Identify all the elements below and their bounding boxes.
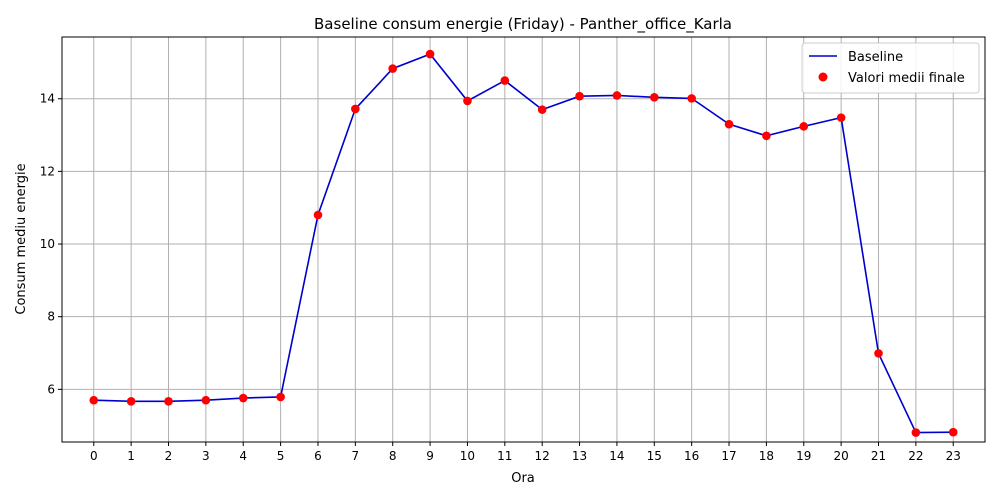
scatter-point bbox=[126, 397, 136, 406]
x-tick-label: 14 bbox=[609, 449, 624, 463]
scatter-point bbox=[500, 76, 510, 85]
legend-dot-swatch bbox=[818, 72, 828, 82]
x-tick-label: 22 bbox=[908, 449, 923, 463]
scatter-point bbox=[575, 91, 584, 101]
grid bbox=[62, 37, 985, 442]
x-tick-label: 4 bbox=[239, 449, 247, 463]
x-tick-label: 23 bbox=[946, 449, 961, 463]
y-tick-label: 6 bbox=[47, 382, 55, 396]
legend-label-scatter: Valori medii finale bbox=[848, 71, 965, 86]
scatter-point bbox=[164, 397, 173, 406]
x-tick-label: 16 bbox=[684, 449, 699, 463]
x-tick-label: 3 bbox=[202, 449, 210, 463]
legend-frame bbox=[801, 42, 980, 94]
scatter-point bbox=[463, 96, 472, 106]
legend: Baseline Valori medii finale bbox=[801, 42, 980, 94]
x-tick-label: 10 bbox=[460, 449, 475, 463]
scatter-point bbox=[201, 395, 211, 405]
legend-label-baseline: Baseline bbox=[848, 50, 903, 65]
scatter-point bbox=[537, 105, 547, 114]
scatter-point bbox=[89, 395, 99, 405]
chart-title: Baseline consum energie (Friday) - Panth… bbox=[314, 15, 732, 34]
plot-frame bbox=[61, 36, 986, 443]
x-tick-label: 11 bbox=[497, 449, 512, 463]
y-tick-label: 10 bbox=[40, 237, 55, 251]
x-tick-label: 2 bbox=[165, 449, 173, 463]
scatter-point bbox=[238, 393, 248, 403]
x-tick-label: 21 bbox=[871, 449, 886, 463]
x-tick-label: 5 bbox=[277, 449, 285, 463]
scatter-point bbox=[313, 210, 323, 220]
x-tick-label: 13 bbox=[572, 449, 587, 463]
scatter-point bbox=[687, 94, 696, 103]
scatter-point bbox=[874, 349, 883, 358]
scatter-point bbox=[276, 392, 285, 402]
x-tick-label: 0 bbox=[90, 449, 98, 463]
x-tick-label: 17 bbox=[721, 449, 736, 463]
y-axis: 6 8 10 12 14 bbox=[40, 92, 62, 396]
x-tick-label: 6 bbox=[314, 449, 322, 463]
x-tick-label: 9 bbox=[426, 449, 434, 463]
x-tick-label: 15 bbox=[647, 449, 662, 463]
scatter-point bbox=[425, 49, 435, 59]
baseline-line bbox=[93, 53, 954, 434]
y-tick-label: 14 bbox=[40, 92, 55, 106]
x-tick-label: 20 bbox=[833, 449, 848, 463]
scatter-point bbox=[799, 122, 809, 131]
y-tick-label: 12 bbox=[40, 164, 55, 178]
x-tick-label: 12 bbox=[535, 449, 550, 463]
series-layer bbox=[89, 49, 958, 437]
x-tick-label: 7 bbox=[352, 449, 360, 463]
x-tick-label: 19 bbox=[796, 449, 811, 463]
y-axis-label: Consum mediu energie bbox=[14, 163, 29, 314]
scatter-point bbox=[836, 113, 846, 122]
scatter-point bbox=[724, 119, 734, 129]
x-axis-label: Ora bbox=[511, 471, 535, 486]
scatter-point bbox=[351, 104, 360, 114]
x-tick-label: 18 bbox=[759, 449, 774, 463]
scatter-point bbox=[911, 428, 921, 437]
scatter-point bbox=[948, 427, 958, 437]
x-tick-label: 8 bbox=[389, 449, 397, 463]
scatter-point bbox=[649, 92, 659, 102]
scatter-point bbox=[388, 64, 398, 73]
y-tick-label: 8 bbox=[47, 310, 55, 324]
x-axis: 0 1 2 3 4 5 6 7 8 9 10 11 12 13 14 15 16 17 18 19 20 21 22 23 bbox=[90, 442, 961, 463]
scatter-point bbox=[612, 91, 622, 100]
scatter-point bbox=[762, 131, 771, 141]
x-tick-label: 1 bbox=[127, 449, 135, 463]
